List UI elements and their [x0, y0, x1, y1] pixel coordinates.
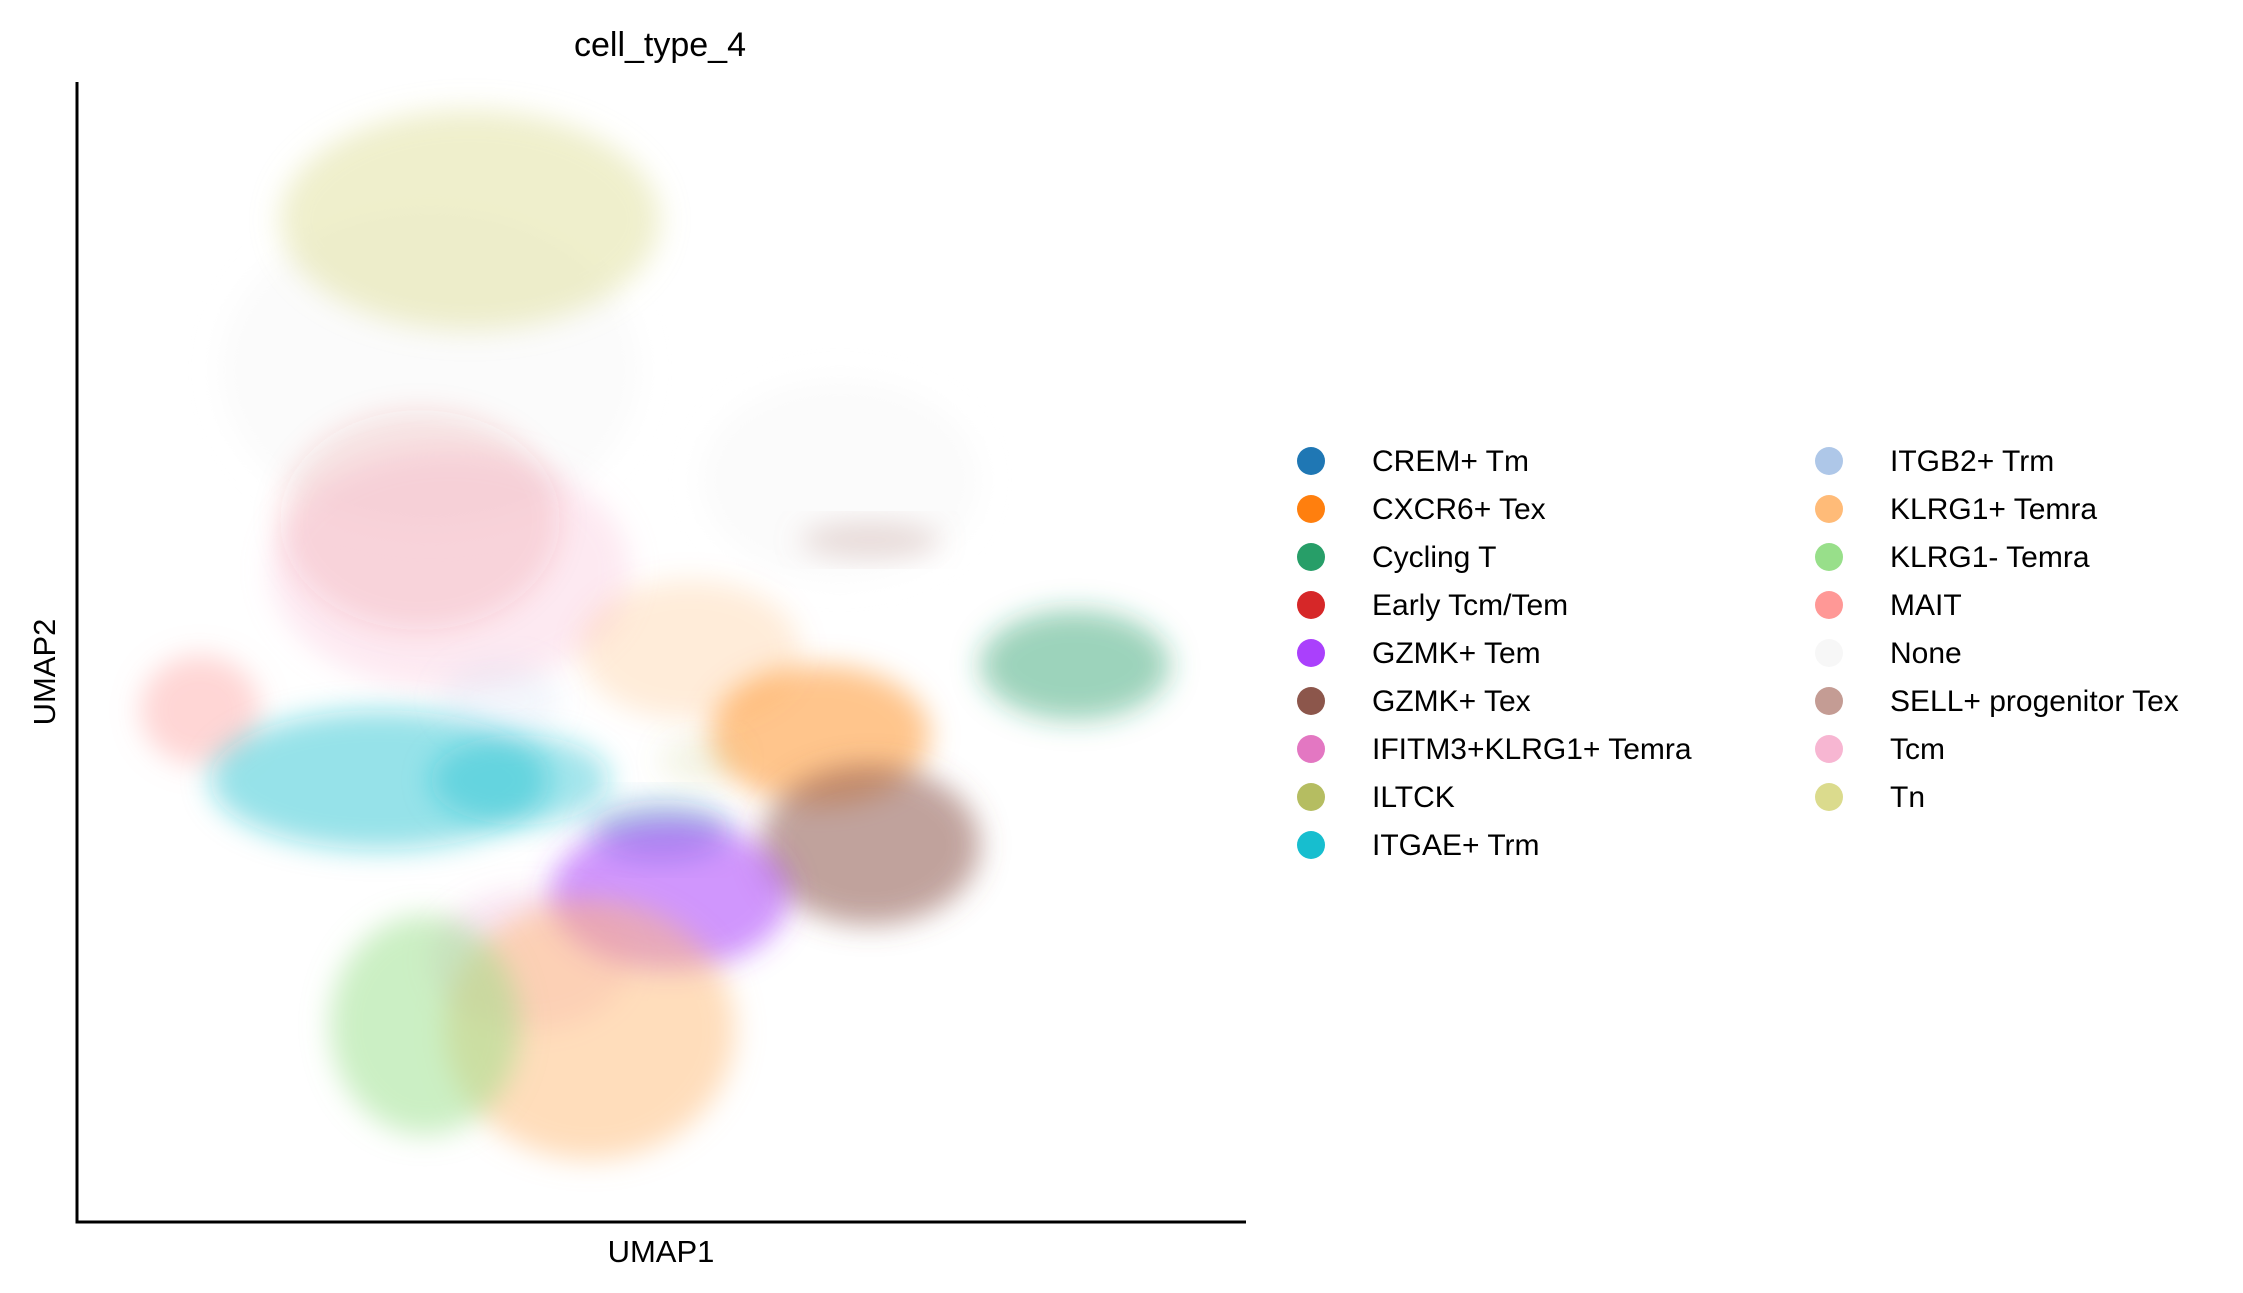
legend-marker: [1297, 735, 1325, 763]
legend-item-cycling-t: Cycling T: [1297, 541, 1496, 574]
legend-item-none: None: [1815, 637, 1962, 670]
cluster-mait: [140, 655, 260, 765]
legend-marker: [1297, 687, 1325, 715]
legend-marker: [1815, 687, 1843, 715]
chart-title: cell_type_4: [574, 26, 746, 64]
legend-label: SELL+ progenitor Tex: [1890, 685, 2179, 718]
legend-label: IFITM3+KLRG1+ Temra: [1372, 733, 1692, 766]
legend-label: Tcm: [1890, 733, 1945, 766]
legend-label: Cycling T: [1372, 541, 1496, 574]
legend-label: GZMK+ Tex: [1372, 685, 1531, 718]
legend-marker: [1297, 543, 1325, 571]
plot-area: [140, 110, 1170, 1160]
legend-item-itgb2-trm: ITGB2+ Trm: [1815, 445, 2054, 478]
legend-marker: [1297, 831, 1325, 859]
legend-label: GZMK+ Tem: [1372, 637, 1541, 670]
cluster-cxcr6-tex: [580, 580, 800, 720]
cluster-klrg1-temra: [330, 915, 520, 1135]
legend-item-mait: MAIT: [1815, 589, 1962, 622]
cluster-itgae-trm: [430, 735, 610, 825]
legend-marker: [1297, 447, 1325, 475]
legend-label: Early Tcm/Tem: [1372, 589, 1568, 622]
legend-item-cxcr6-tex: CXCR6+ Tex: [1297, 493, 1546, 526]
legend-marker: [1815, 495, 1843, 523]
legend-label: ILTCK: [1372, 781, 1455, 814]
legend-item-gzmk-tex: GZMK+ Tex: [1297, 685, 1531, 718]
cluster-gzmk-tex: [760, 765, 980, 925]
y-axis-label: UMAP2: [27, 619, 62, 726]
legend-item-gzmk-tem: GZMK+ Tem: [1297, 637, 1541, 670]
legend-marker: [1815, 783, 1843, 811]
legend-label: MAIT: [1890, 589, 1962, 622]
legend: CREM+ Tm CXCR6+ Tex Cycling T Early Tcm/Tem…: [1297, 445, 2179, 862]
legend-label: KLRG1- Temra: [1890, 541, 2090, 574]
legend-marker: [1815, 735, 1843, 763]
legend-marker: [1815, 543, 1843, 571]
legend-label: None: [1890, 637, 1962, 670]
legend-label: ITGB2+ Trm: [1890, 445, 2054, 478]
x-axis-label: UMAP1: [608, 1234, 715, 1269]
legend-item-early-tcm-tem: Early Tcm/Tem: [1297, 589, 1568, 622]
legend-marker: [1297, 783, 1325, 811]
legend-item-ifitm3-klrg1-temra: IFITM3+KLRG1+ Temra: [1297, 733, 1692, 766]
legend-marker: [1297, 495, 1325, 523]
cluster-itgb2-trm: [440, 660, 560, 740]
legend-label: CREM+ Tm: [1372, 445, 1529, 478]
legend-marker: [1815, 447, 1843, 475]
legend-item-crem-tm: CREM+ Tm: [1297, 445, 1529, 478]
legend-label: ITGAE+ Trm: [1372, 829, 1540, 862]
cluster-iltck: [660, 735, 740, 785]
legend-label: KLRG1+ Temra: [1890, 493, 2097, 526]
cluster-early-tcm-tem: [280, 410, 560, 630]
legend-marker: [1297, 591, 1325, 619]
legend-item-itgae-trm: ITGAE+ Trm: [1297, 829, 1540, 862]
legend-marker: [1815, 591, 1843, 619]
legend-label: CXCR6+ Tex: [1372, 493, 1546, 526]
cluster-cycling-t: [980, 610, 1170, 720]
legend-label: Tn: [1890, 781, 1925, 814]
legend-item-tcm: Tcm: [1815, 733, 1945, 766]
legend-marker: [1297, 639, 1325, 667]
legend-item-tn: Tn: [1815, 781, 1925, 814]
cluster-sell-progenitor-tex: [800, 522, 940, 558]
legend-item-sell-progenitor-tex: SELL+ progenitor Tex: [1815, 685, 2179, 718]
legend-marker: [1815, 639, 1843, 667]
cluster-klrg1-temra: [445, 900, 735, 1160]
legend-item-iltck: ILTCK: [1297, 781, 1455, 814]
cluster-tn: [280, 110, 660, 330]
legend-item-klrg1-temra: KLRG1+ Temra: [1815, 493, 2097, 526]
legend-item-klrg1-temra: KLRG1- Temra: [1815, 541, 2090, 574]
